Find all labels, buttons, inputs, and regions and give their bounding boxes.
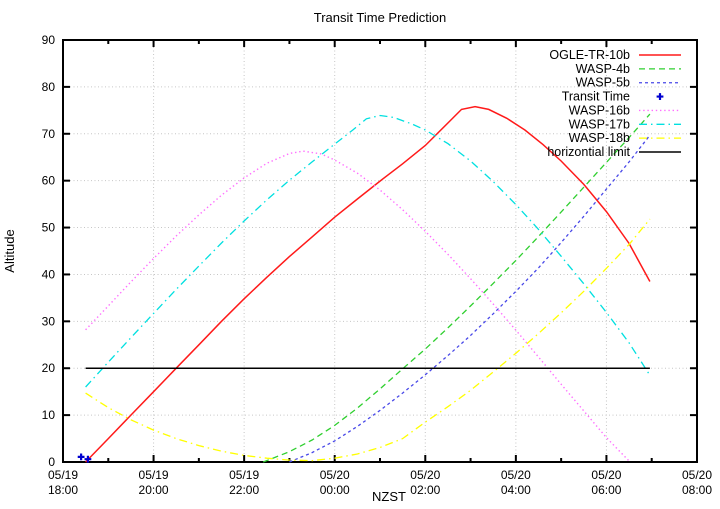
transit-time-marker-icon <box>84 455 92 463</box>
y-tick-label-1: 10 <box>42 408 56 422</box>
x-tick-label-date-1: 05/19 <box>139 468 169 482</box>
x-tick-label-time-0: 18:00 <box>48 483 78 497</box>
x-tick-label-time-6: 06:00 <box>591 483 621 497</box>
y-tick-label-7: 70 <box>42 127 56 141</box>
x-tick-label-date-3: 05/20 <box>320 468 350 482</box>
y-tick-label-5: 50 <box>42 221 56 235</box>
x-tick-label-date-6: 05/20 <box>591 468 621 482</box>
series-WASP-5b <box>289 134 651 463</box>
x-tick-label-date-2: 05/19 <box>229 468 259 482</box>
x-tick-label-time-3: 00:00 <box>320 483 350 497</box>
x-tick-label-date-5: 05/20 <box>501 468 531 482</box>
legend-label-WASP-5b: WASP-5b <box>576 76 630 90</box>
legend-label-WASP-16b: WASP-16b <box>569 103 630 117</box>
legend-label-Transit-Time: Transit Time <box>562 90 630 104</box>
series-WASP-18b <box>85 218 651 462</box>
x-tick-label-date-0: 05/19 <box>48 468 78 482</box>
transit-time-marker-icon <box>77 453 85 461</box>
y-tick-label-8: 80 <box>42 80 56 94</box>
chart-title: Transit Time Prediction <box>314 10 446 25</box>
legend-label-WASP-18b: WASP-18b <box>569 131 630 145</box>
series-OGLE-TR-10b <box>85 105 651 463</box>
y-tick-label-0: 0 <box>48 455 55 469</box>
legend-sample-plus-icon <box>656 93 664 100</box>
y-tick-label-6: 60 <box>42 174 56 188</box>
series-WASP-17b <box>85 114 651 388</box>
x-tick-label-time-4: 02:00 <box>410 483 440 497</box>
legend-label-WASP-4b: WASP-4b <box>576 62 630 76</box>
x-tick-label-date-4: 05/20 <box>410 468 440 482</box>
y-tick-label-3: 30 <box>42 314 56 328</box>
series-Transit-Time-markers <box>77 453 92 463</box>
y-tick-label-4: 40 <box>42 267 56 281</box>
legend-label-WASP-17b: WASP-17b <box>569 117 630 131</box>
y-axis-label: Altitude <box>2 229 17 272</box>
x-tick-label-time-7: 08:00 <box>682 483 712 497</box>
y-tick-label-2: 20 <box>42 361 56 375</box>
x-tick-label-time-5: 04:00 <box>501 483 531 497</box>
x-tick-label-time-2: 22:00 <box>229 483 259 497</box>
series-WASP-4b <box>262 113 651 463</box>
x-axis-label: NZST <box>372 489 406 504</box>
x-tick-label-time-1: 20:00 <box>139 483 169 497</box>
legend-label-horizontial-limit: horizontial limit <box>547 145 630 159</box>
x-tick-label-date-7: 05/20 <box>682 468 712 482</box>
series-WASP-16b <box>85 150 631 463</box>
legend-label-OGLE-TR-10b: OGLE-TR-10b <box>549 48 630 62</box>
y-tick-label-9: 90 <box>42 33 56 47</box>
